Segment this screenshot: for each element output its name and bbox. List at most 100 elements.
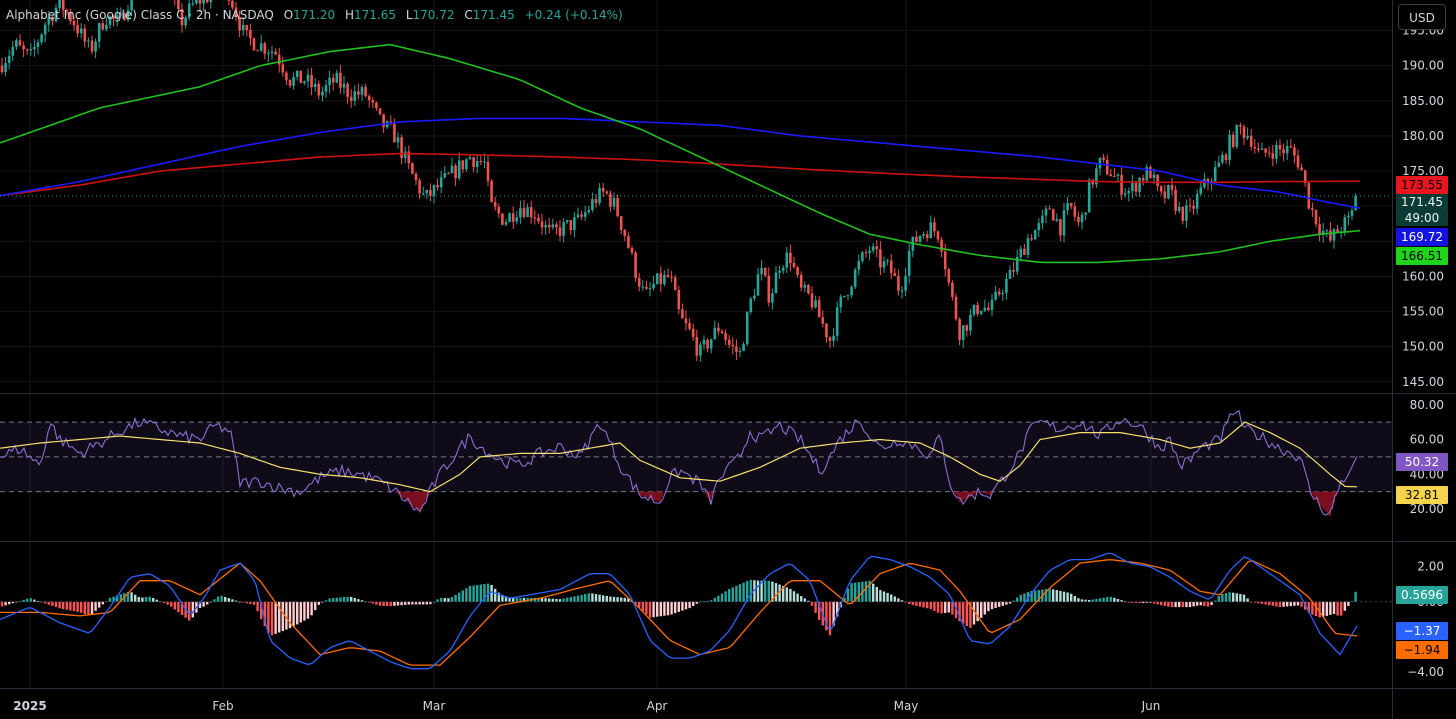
macd-lines	[0, 552, 1392, 670]
macd-hist-bar	[1163, 601, 1166, 606]
candle-body	[1303, 170, 1307, 183]
candle-body	[418, 180, 421, 194]
candle-body	[1159, 186, 1163, 192]
candle-body	[65, 9, 69, 12]
macd-hist-bar	[1023, 593, 1026, 602]
macd-hist-bar	[134, 594, 137, 602]
candle-body	[119, 13, 123, 16]
candle-body	[1051, 209, 1055, 221]
time-tick-label: Jun	[1141, 699, 1161, 713]
price-tick-label: 190.00	[1402, 59, 1444, 73]
macd-hist-bar	[101, 601, 104, 605]
macd-hist-bar	[933, 601, 936, 611]
candle-body	[983, 307, 987, 311]
candle-body	[15, 40, 18, 47]
candle-body	[1350, 210, 1354, 216]
candle-body	[821, 317, 825, 324]
candle-body	[382, 114, 385, 128]
macd-hist-bar	[940, 601, 943, 614]
macd-hist-bar	[746, 581, 749, 602]
candle-body	[591, 199, 594, 210]
macd-hist-bar	[483, 584, 486, 602]
candle-body	[609, 193, 612, 207]
macd-hist-bar	[1120, 600, 1123, 602]
price-tick-label: 155.00	[1402, 305, 1444, 319]
candle-body	[1008, 269, 1012, 279]
rsi-lines	[0, 409, 1358, 516]
macd-hist-bar	[778, 584, 781, 602]
candle-body	[101, 23, 105, 30]
candle-body	[547, 224, 551, 228]
candle-body	[594, 199, 598, 203]
candle-body	[882, 261, 886, 268]
candle-body	[1026, 238, 1030, 255]
candle-body	[627, 235, 630, 248]
candle-body	[1347, 215, 1350, 218]
candle-body	[270, 51, 274, 54]
candle-body	[889, 260, 893, 273]
candle-body	[987, 307, 990, 311]
ma-red-line	[0, 152, 1360, 197]
candle-body	[1239, 125, 1242, 127]
candle-body	[126, 10, 130, 21]
macd-hist-bar	[1286, 601, 1289, 607]
candle-body	[58, 0, 61, 8]
macd-hist-bar	[857, 582, 860, 602]
price-axis[interactable]: 195.00190.00185.00180.00175.00170.00165.…	[1402, 24, 1444, 680]
candle-body	[321, 91, 324, 96]
macd-hist-bar	[947, 601, 950, 613]
candle-body	[202, 0, 205, 4]
macd-hist-bar	[1318, 601, 1321, 618]
candle-body	[814, 300, 817, 308]
candle-body	[893, 272, 897, 276]
candle-body	[879, 249, 882, 268]
macd-hist-bar	[4, 601, 7, 606]
macd-hist-bar	[1113, 597, 1116, 602]
candle-body	[961, 325, 965, 340]
macd-hist-bar	[465, 588, 468, 602]
macd-hist-bar	[33, 599, 36, 602]
candle-body	[51, 17, 54, 22]
candle-body	[835, 307, 839, 336]
macd-hist-bar	[1322, 601, 1325, 617]
macd-hist-bar	[339, 597, 342, 602]
candle-body	[677, 290, 681, 310]
candle-body	[421, 193, 425, 195]
candle-body	[763, 267, 767, 276]
candle-body	[454, 165, 457, 179]
symbol-title[interactable]: Alphabet Inc (Google) Class C · 2h · NAS…	[6, 8, 274, 22]
low-value: 170.72	[412, 8, 455, 22]
candle-body	[1080, 214, 1084, 223]
macd-hist-bar	[1221, 593, 1224, 602]
macd-hist-bar	[641, 601, 644, 611]
candle-body	[569, 220, 573, 231]
macd-hist-bar	[180, 601, 184, 615]
currency-button[interactable]: USD	[1398, 4, 1446, 30]
candle-body	[259, 43, 263, 51]
candle-body	[281, 64, 285, 73]
macd-hist-bar	[288, 601, 292, 629]
macd-hist-bar	[832, 601, 835, 626]
candle-body	[245, 24, 249, 31]
macd-hist-bar	[620, 597, 623, 602]
time-axis[interactable]: 2025 Feb Mar Apr May Jun	[13, 699, 1160, 713]
candle-body	[871, 246, 875, 251]
candle-body	[108, 16, 112, 25]
candle-body	[702, 340, 706, 345]
candle-body	[306, 74, 310, 82]
candle-body	[180, 9, 184, 26]
macd-hist-bar	[490, 585, 493, 602]
candle-body	[785, 252, 789, 268]
macd-hist-bar	[468, 585, 472, 602]
macd-hist-bar	[605, 595, 608, 602]
macd-hist-bar	[378, 601, 382, 606]
candle-body	[249, 30, 252, 39]
macd-hist-bar	[407, 601, 410, 605]
macd-hist-bar	[141, 597, 144, 602]
macd-hist-bar	[515, 597, 518, 602]
macd-hist-bar	[245, 601, 248, 604]
change-value: +0.24 (+0.14%)	[524, 8, 623, 22]
macd-hist-bar	[782, 585, 785, 602]
ma-blue-price-tag: 169.72	[1396, 228, 1448, 246]
